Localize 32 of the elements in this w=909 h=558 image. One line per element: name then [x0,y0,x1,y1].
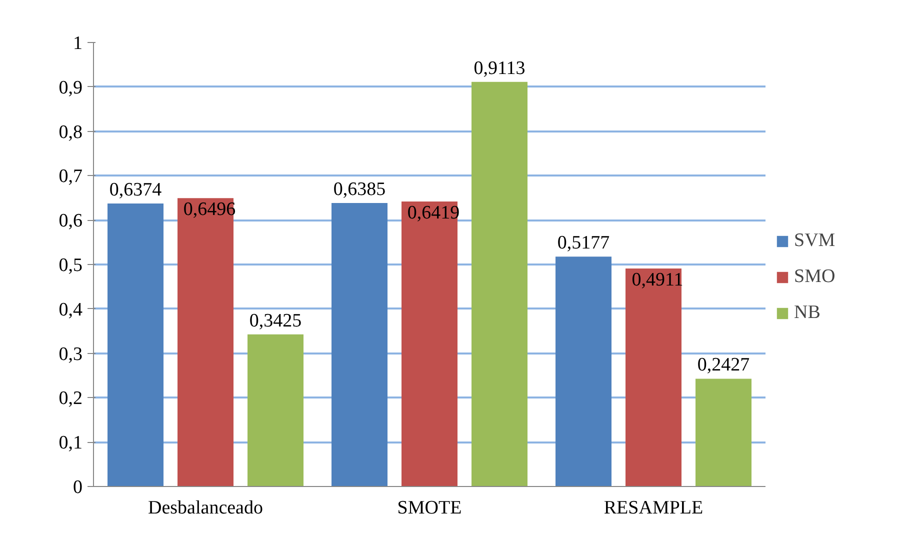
x-tick-label: SMOTE [397,498,462,518]
bar [472,82,528,486]
y-tick-label: 0 [73,477,82,498]
x-tick-label: Desbalanceado [148,498,264,518]
data-label: 0,6374 [109,179,162,200]
bar [402,201,458,486]
bar [556,256,612,486]
y-tick-label: 1 [73,33,82,54]
y-tick-label: 0,3 [58,344,82,365]
x-tick-label: RESAMPLE [604,498,704,518]
y-tick-label: 0,6 [58,210,82,232]
data-label: 0,6385 [333,179,386,200]
bar [108,203,164,486]
data-label: 0,5177 [557,232,610,254]
bar [696,378,752,486]
y-tick-label: 0,7 [58,166,82,188]
y-tick-label: 0,2 [58,388,82,410]
y-tick-label: 0,5 [58,255,82,276]
bar [248,334,304,486]
bar [626,268,682,486]
y-tick-label: 0,4 [58,299,83,320]
bar [178,198,234,486]
bar [332,203,388,486]
y-tick-label: 0,9 [58,77,82,98]
legend-label: SVM [794,230,836,252]
y-tick-label: 0,8 [58,122,82,143]
data-label: 0,3425 [249,310,302,332]
data-label: 0,9113 [474,58,526,79]
y-tick-label: 0,1 [58,432,82,454]
legend-label: SMO [794,266,836,288]
data-label: 0,2427 [697,354,750,376]
legend-label: NB [794,302,820,324]
